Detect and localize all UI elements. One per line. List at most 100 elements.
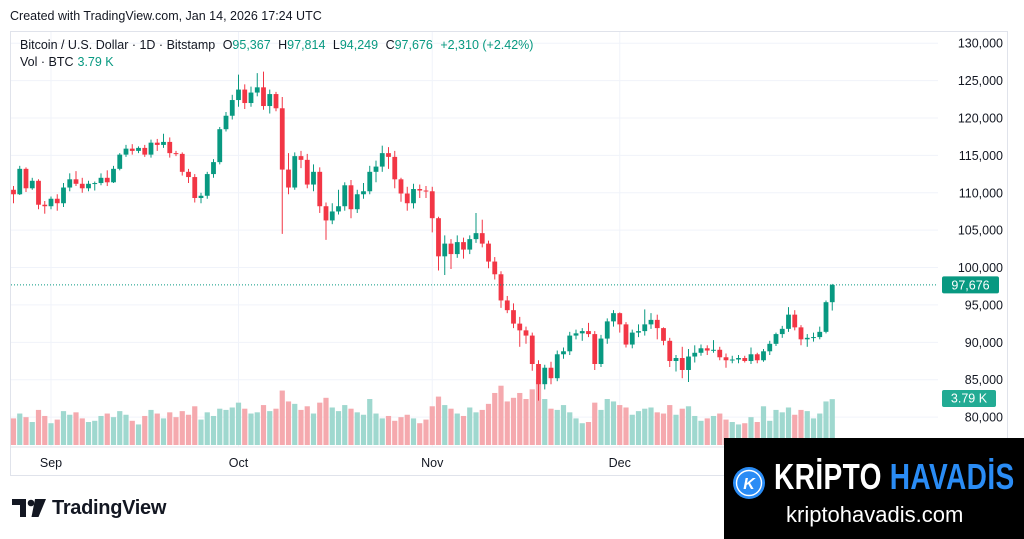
volume-bar	[392, 420, 398, 445]
volume-bar	[823, 401, 829, 445]
volume-bar	[698, 420, 704, 445]
price-tick-label: 130,000	[958, 37, 1003, 51]
candle-body	[311, 171, 316, 185]
candle-body	[817, 331, 823, 338]
candle	[529, 332, 535, 371]
candle-body	[323, 206, 329, 221]
volume-bar	[48, 423, 54, 445]
price-axis: 80,000 85,000 90,000 95,000 100,000 105,000 11…	[958, 37, 1003, 425]
candle-body	[154, 142, 160, 145]
candle	[398, 177, 404, 202]
volume-bar	[554, 409, 560, 445]
candle-body	[67, 179, 73, 188]
last-volume-badge-label: 3.79 K	[951, 392, 988, 406]
candle	[104, 170, 110, 187]
volume-bar	[242, 408, 248, 445]
candle-body	[298, 156, 304, 160]
candle	[667, 337, 673, 367]
candle-body	[223, 115, 229, 130]
volume-bar	[492, 392, 498, 445]
volume-bar	[498, 385, 504, 445]
candle-body	[373, 166, 379, 172]
candle	[404, 186, 410, 211]
candle-body	[654, 319, 660, 329]
volume-bar	[92, 420, 98, 445]
creation-caption: Created with TradingView.com, Jan 14, 20…	[10, 9, 322, 23]
candle-body	[536, 364, 541, 385]
candle	[67, 173, 73, 192]
candle	[167, 137, 173, 158]
candle	[342, 182, 348, 211]
candle	[411, 183, 416, 209]
candle-body	[161, 141, 166, 145]
volume-bar	[117, 411, 123, 445]
volume-bar	[642, 408, 648, 445]
candle	[154, 138, 160, 151]
candle	[554, 350, 560, 382]
candle	[279, 97, 285, 234]
candle-body	[829, 284, 835, 303]
volume-bar	[304, 406, 310, 445]
candle-body	[73, 179, 79, 184]
volume-bar	[204, 412, 210, 445]
candle-body	[336, 206, 341, 212]
candle	[829, 283, 835, 311]
volume-bar	[473, 412, 479, 445]
candle-body	[479, 233, 485, 244]
candle-body	[54, 198, 60, 204]
candle	[236, 74, 241, 107]
candle	[517, 316, 523, 347]
price-tick-label: 105,000	[958, 224, 1003, 238]
last-price-line: 97,676 3.79 K	[11, 276, 999, 407]
candle-body	[742, 358, 748, 362]
candle	[717, 346, 723, 361]
candle-body	[629, 332, 635, 345]
tradingview-logo[interactable]: TradingView	[12, 496, 166, 520]
volume-bar	[585, 422, 592, 445]
chart-frame[interactable]	[10, 31, 1008, 476]
volume-bar	[23, 417, 29, 445]
candle	[217, 126, 223, 165]
candle	[642, 309, 648, 336]
candle-body	[129, 148, 135, 151]
candle-body	[17, 168, 23, 195]
volume-bar	[504, 401, 510, 445]
candle	[336, 189, 341, 215]
candle	[329, 203, 335, 225]
candle-body	[367, 171, 373, 192]
volume-bar	[217, 408, 223, 445]
candle-body	[279, 108, 285, 170]
candle-body	[429, 191, 435, 219]
candle	[267, 89, 273, 114]
candle-body	[242, 89, 248, 104]
close-value: 97,676	[394, 38, 433, 52]
volume-bar	[479, 409, 485, 445]
candle	[354, 189, 360, 213]
candle-body	[642, 324, 648, 332]
candle-body	[186, 171, 191, 178]
candle-body	[61, 187, 66, 204]
volume-bar	[385, 415, 392, 445]
volume-bar	[635, 411, 642, 445]
volume-bar	[379, 418, 385, 445]
candle	[611, 310, 616, 327]
candle	[386, 147, 391, 169]
candle-body	[179, 153, 185, 172]
symbol-title: Bitcoin / U.S. Dollar · 1D · Bitstamp	[20, 38, 216, 52]
candle	[467, 235, 473, 255]
candle	[454, 235, 460, 258]
low-label: L	[332, 38, 340, 52]
candle-body	[673, 358, 679, 362]
volume-bar	[454, 413, 460, 445]
candle-body	[379, 153, 385, 167]
candle	[142, 144, 148, 157]
candle-body	[404, 193, 410, 204]
volume-bar	[60, 411, 67, 445]
candle	[311, 164, 316, 192]
candle	[42, 200, 48, 214]
volume-bar	[429, 406, 435, 445]
candle	[442, 235, 448, 276]
volume-bar	[423, 419, 429, 445]
candle	[523, 326, 529, 344]
